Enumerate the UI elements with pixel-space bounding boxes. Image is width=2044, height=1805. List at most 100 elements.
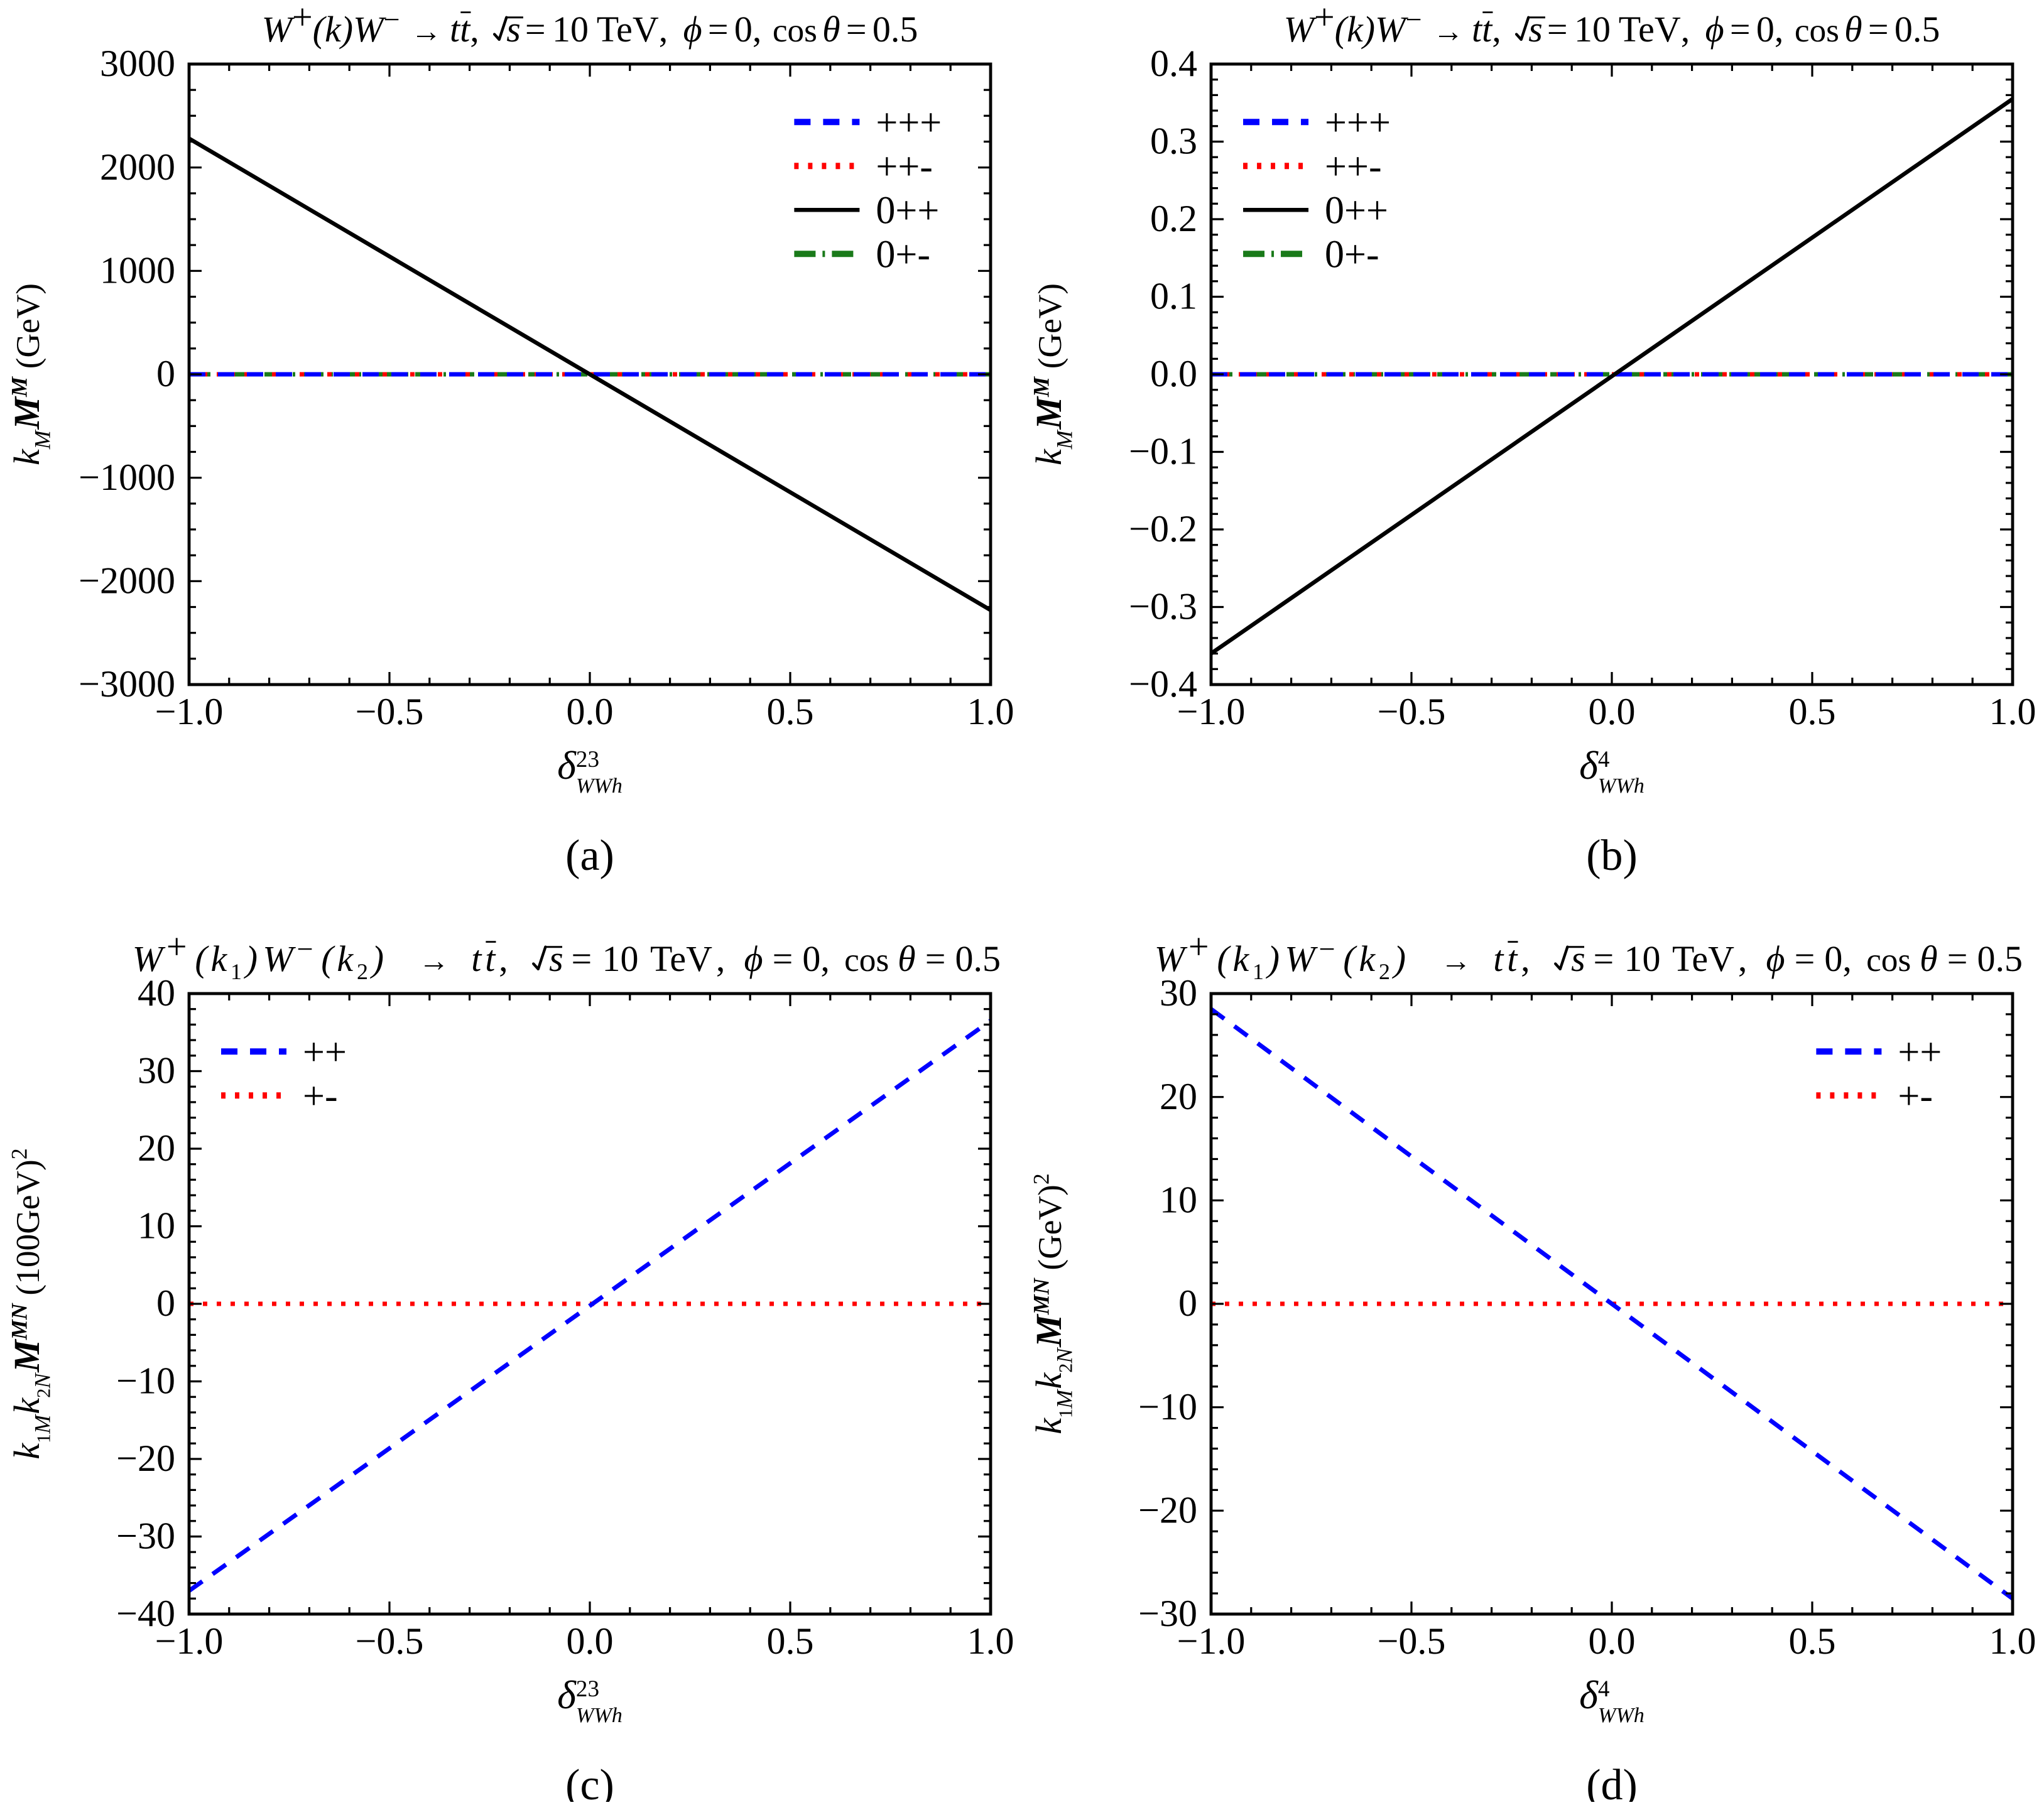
svg-text:=: = bbox=[773, 938, 793, 979]
svg-text:δ: δ bbox=[557, 1672, 577, 1717]
svg-text:t: t bbox=[471, 938, 482, 979]
svg-text:0.5: 0.5 bbox=[1977, 938, 2023, 979]
svg-text:+: + bbox=[1188, 926, 1209, 967]
svg-text:1: 1 bbox=[33, 1434, 54, 1443]
svg-text:TeV: TeV bbox=[1672, 938, 1734, 979]
svg-text:M: M bbox=[6, 396, 47, 430]
svg-text:0: 0 bbox=[156, 1282, 175, 1324]
svg-text:(: ( bbox=[1343, 938, 1357, 979]
svg-text:0.5: 0.5 bbox=[767, 1620, 814, 1662]
svg-text:2: 2 bbox=[33, 1389, 54, 1398]
svg-text:ϕ: ϕ bbox=[1766, 938, 1785, 979]
svg-text:cos: cos bbox=[1795, 11, 1839, 49]
svg-text:10: 10 bbox=[1160, 1179, 1197, 1221]
svg-text:−20: −20 bbox=[116, 1438, 175, 1479]
svg-text:δ: δ bbox=[1579, 1672, 1599, 1717]
svg-text:0: 0 bbox=[156, 353, 175, 394]
svg-text:0,: 0, bbox=[734, 9, 762, 50]
svg-text:−10: −10 bbox=[1138, 1386, 1197, 1428]
svg-text:0.0: 0.0 bbox=[567, 1620, 614, 1662]
svg-text:k: k bbox=[1347, 9, 1364, 50]
svg-text:2: 2 bbox=[1379, 959, 1390, 984]
svg-text:s: s bbox=[1571, 938, 1585, 979]
svg-text:−: − bbox=[1318, 933, 1335, 965]
svg-text:δ: δ bbox=[1579, 743, 1599, 788]
svg-text:k: k bbox=[210, 938, 227, 979]
svg-text:W: W bbox=[1155, 938, 1188, 979]
svg-text:2000: 2000 bbox=[100, 146, 175, 188]
svg-text:−10: −10 bbox=[116, 1360, 175, 1402]
svg-text:10: 10 bbox=[138, 1205, 175, 1247]
svg-text:k: k bbox=[1028, 1417, 1069, 1434]
svg-text:,: , bbox=[1738, 938, 1748, 979]
svg-text:): ) bbox=[1031, 1184, 1068, 1196]
svg-text:−40: −40 bbox=[116, 1593, 175, 1634]
svg-text:+++: +++ bbox=[1325, 101, 1391, 144]
svg-text:M: M bbox=[6, 1338, 47, 1373]
svg-text:0.0: 0.0 bbox=[1589, 691, 1636, 732]
svg-text:ϕ: ϕ bbox=[1705, 9, 1724, 50]
svg-text:100GeV: 100GeV bbox=[9, 1171, 46, 1284]
svg-text:M: M bbox=[6, 376, 31, 398]
svg-text:−0.4: −0.4 bbox=[1129, 663, 1197, 705]
svg-text:+++: +++ bbox=[876, 101, 942, 144]
svg-text:=: = bbox=[1730, 9, 1751, 50]
svg-text:2: 2 bbox=[1028, 1173, 1053, 1184]
svg-text:(b): (b) bbox=[1586, 832, 1638, 880]
svg-text:s: s bbox=[1528, 9, 1543, 50]
svg-text:10: 10 bbox=[1574, 9, 1611, 50]
svg-text:2: 2 bbox=[1055, 1363, 1076, 1373]
svg-text:0++: 0++ bbox=[876, 189, 939, 232]
svg-text:(c): (c) bbox=[565, 1761, 614, 1802]
svg-text:0.4: 0.4 bbox=[1150, 43, 1197, 84]
svg-text:−0.5: −0.5 bbox=[356, 691, 424, 732]
svg-text:1.0: 1.0 bbox=[967, 1620, 1014, 1662]
svg-text:+: + bbox=[166, 926, 187, 967]
svg-text:W: W bbox=[353, 9, 386, 50]
svg-text:): ) bbox=[1361, 9, 1375, 50]
svg-text:θ: θ bbox=[1844, 9, 1862, 50]
svg-text:W: W bbox=[263, 938, 296, 979]
svg-text:2: 2 bbox=[357, 959, 368, 984]
svg-text:θ: θ bbox=[822, 9, 840, 50]
svg-text:0,: 0, bbox=[1756, 9, 1784, 50]
svg-text:k: k bbox=[337, 938, 354, 979]
svg-text:): ) bbox=[9, 1159, 46, 1171]
svg-text:): ) bbox=[244, 938, 258, 979]
svg-text:WWh: WWh bbox=[1598, 1704, 1644, 1727]
svg-text:0.5: 0.5 bbox=[1789, 691, 1836, 732]
svg-text:=: = bbox=[1868, 9, 1889, 50]
svg-text:−0.5: −0.5 bbox=[356, 1620, 424, 1662]
svg-text:,: , bbox=[470, 9, 479, 50]
svg-text:(GeV): (GeV) bbox=[1031, 283, 1068, 369]
svg-text:M: M bbox=[1028, 396, 1069, 430]
svg-text:++-: ++- bbox=[876, 145, 933, 188]
svg-text:→: → bbox=[411, 14, 442, 48]
svg-text:10: 10 bbox=[1624, 938, 1660, 979]
svg-text:): ) bbox=[1266, 938, 1280, 979]
svg-text:TeV: TeV bbox=[597, 9, 659, 50]
svg-text:1000: 1000 bbox=[100, 250, 175, 291]
svg-text:0: 0 bbox=[1178, 1282, 1197, 1324]
svg-text:,: , bbox=[1681, 9, 1690, 50]
svg-text:,: , bbox=[716, 938, 726, 979]
svg-text:0.5: 0.5 bbox=[767, 691, 814, 732]
svg-text:−0.5: −0.5 bbox=[1378, 1620, 1446, 1662]
svg-text:TeV: TeV bbox=[1619, 9, 1681, 50]
svg-text:W: W bbox=[1284, 9, 1317, 50]
svg-text:23: 23 bbox=[576, 1676, 599, 1702]
svg-text:(: ( bbox=[1217, 938, 1231, 979]
svg-text:W: W bbox=[1285, 938, 1318, 979]
svg-text:MN: MN bbox=[1028, 1277, 1053, 1315]
svg-text:(: ( bbox=[195, 938, 209, 979]
svg-text:0++: 0++ bbox=[1325, 189, 1388, 232]
svg-text:k: k bbox=[1028, 1372, 1069, 1389]
svg-text:−3000: −3000 bbox=[79, 663, 175, 705]
svg-text:cos: cos bbox=[844, 941, 889, 978]
svg-text:0.0: 0.0 bbox=[1589, 1620, 1636, 1662]
svg-text:→: → bbox=[1440, 943, 1471, 978]
svg-text:θ: θ bbox=[1920, 938, 1938, 979]
svg-text:20: 20 bbox=[1160, 1076, 1197, 1117]
svg-text:M: M bbox=[1052, 429, 1077, 450]
svg-text:=: = bbox=[572, 938, 592, 979]
